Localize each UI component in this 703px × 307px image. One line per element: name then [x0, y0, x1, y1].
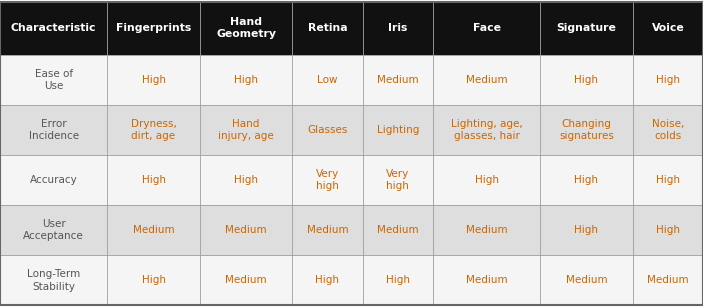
Bar: [0, 105, 108, 155]
Text: Medium: Medium: [647, 275, 689, 286]
Bar: [200, 205, 292, 255]
Bar: [363, 105, 433, 155]
Text: Medium: Medium: [377, 75, 418, 85]
Text: Accuracy: Accuracy: [30, 175, 77, 185]
Bar: [292, 155, 363, 205]
Bar: [0, 2, 108, 55]
Bar: [200, 155, 292, 205]
Text: Medium: Medium: [307, 225, 348, 235]
Bar: [292, 2, 363, 55]
Bar: [363, 205, 433, 255]
Bar: [0, 155, 108, 205]
Text: Face: Face: [472, 23, 501, 33]
Bar: [433, 255, 540, 305]
Bar: [363, 255, 433, 305]
Text: Very
high: Very high: [316, 169, 339, 191]
Bar: [433, 205, 540, 255]
Bar: [0, 205, 108, 255]
Bar: [633, 105, 703, 155]
Bar: [200, 2, 292, 55]
Text: Changing
signatures: Changing signatures: [559, 119, 614, 141]
Text: Dryness,
dirt, age: Dryness, dirt, age: [131, 119, 176, 141]
Bar: [292, 205, 363, 255]
Bar: [292, 105, 363, 155]
Bar: [540, 55, 633, 105]
Bar: [433, 105, 540, 155]
Text: High: High: [141, 75, 165, 85]
Text: Medium: Medium: [133, 225, 174, 235]
Bar: [433, 55, 540, 105]
Text: Hand
injury, age: Hand injury, age: [218, 119, 274, 141]
Bar: [540, 205, 633, 255]
Bar: [633, 55, 703, 105]
Text: Error
Incidence: Error Incidence: [29, 119, 79, 141]
Text: Ease of
Use: Ease of Use: [34, 68, 72, 91]
Text: Iris: Iris: [388, 23, 408, 33]
Bar: [633, 155, 703, 205]
Bar: [363, 155, 433, 205]
Text: Long-Term
Stability: Long-Term Stability: [27, 269, 80, 292]
Text: Hand
Geometry: Hand Geometry: [216, 17, 276, 39]
Text: High: High: [234, 75, 258, 85]
Bar: [108, 55, 200, 105]
Text: Signature: Signature: [557, 23, 617, 33]
Text: Lighting, age,
glasses, hair: Lighting, age, glasses, hair: [451, 119, 522, 141]
Bar: [108, 255, 200, 305]
Text: Medium: Medium: [465, 75, 508, 85]
Text: High: High: [656, 75, 680, 85]
Bar: [540, 2, 633, 55]
Text: Noise,
colds: Noise, colds: [652, 119, 684, 141]
Text: Medium: Medium: [225, 225, 267, 235]
Text: Retina: Retina: [308, 23, 347, 33]
Text: High: High: [656, 175, 680, 185]
Text: High: High: [316, 275, 340, 286]
Bar: [540, 155, 633, 205]
Text: Medium: Medium: [465, 225, 508, 235]
Text: Glasses: Glasses: [307, 125, 348, 135]
Text: Fingerprints: Fingerprints: [116, 23, 191, 33]
Text: High: High: [574, 225, 598, 235]
Bar: [292, 55, 363, 105]
Bar: [108, 2, 200, 55]
Text: Very
high: Very high: [386, 169, 409, 191]
Bar: [108, 155, 200, 205]
Bar: [540, 105, 633, 155]
Bar: [200, 105, 292, 155]
Bar: [540, 255, 633, 305]
Bar: [200, 255, 292, 305]
Bar: [292, 255, 363, 305]
Text: User
Acceptance: User Acceptance: [23, 219, 84, 241]
Bar: [363, 2, 433, 55]
Bar: [0, 55, 108, 105]
Bar: [433, 2, 540, 55]
Bar: [363, 55, 433, 105]
Text: Medium: Medium: [225, 275, 267, 286]
Text: Voice: Voice: [652, 23, 684, 33]
Text: Lighting: Lighting: [377, 125, 419, 135]
Text: High: High: [574, 175, 598, 185]
Text: Characteristic: Characteristic: [11, 23, 96, 33]
Bar: [108, 205, 200, 255]
Text: Low: Low: [317, 75, 337, 85]
Bar: [633, 255, 703, 305]
Bar: [433, 155, 540, 205]
Bar: [633, 205, 703, 255]
Text: High: High: [475, 175, 498, 185]
Bar: [0, 255, 108, 305]
Bar: [108, 105, 200, 155]
Text: High: High: [574, 75, 598, 85]
Bar: [200, 55, 292, 105]
Text: High: High: [386, 275, 410, 286]
Text: Medium: Medium: [566, 275, 607, 286]
Text: High: High: [141, 275, 165, 286]
Text: High: High: [141, 175, 165, 185]
Text: High: High: [234, 175, 258, 185]
Bar: [633, 2, 703, 55]
Text: Medium: Medium: [465, 275, 508, 286]
Text: Medium: Medium: [377, 225, 418, 235]
Text: High: High: [656, 225, 680, 235]
